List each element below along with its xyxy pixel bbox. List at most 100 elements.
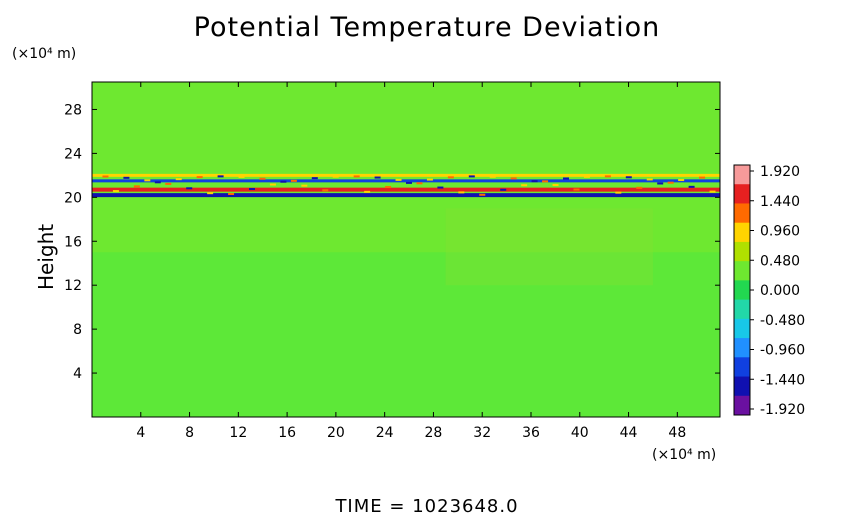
deviation-fragment bbox=[636, 186, 643, 189]
x-axis-unit: (×10⁴ m) bbox=[652, 447, 717, 463]
deviation-fragment bbox=[332, 175, 339, 178]
deviation-fragment bbox=[489, 175, 496, 178]
y-tick-label: 24 bbox=[64, 146, 82, 162]
deviation-fragment bbox=[594, 193, 601, 196]
deviation-fragment bbox=[290, 179, 297, 182]
lower-field-shading bbox=[92, 252, 720, 417]
colorbar-swatch bbox=[734, 299, 750, 320]
colorbar-swatch bbox=[734, 395, 750, 416]
deviation-fragment bbox=[531, 180, 538, 183]
y-tick-label: 20 bbox=[64, 190, 82, 206]
deviation-band bbox=[92, 193, 720, 198]
deviation-fragment bbox=[186, 187, 193, 190]
deviation-fragment bbox=[709, 190, 716, 193]
deviation-fragment bbox=[563, 177, 569, 180]
deviation-band bbox=[92, 187, 720, 192]
time-value: 1023648.0 bbox=[412, 496, 519, 517]
deviation-fragment bbox=[238, 175, 245, 178]
plot-area bbox=[91, 81, 721, 418]
deviation-fragment bbox=[688, 185, 695, 188]
deviation-fragment bbox=[395, 178, 402, 181]
colorbar-swatch bbox=[734, 376, 750, 397]
x-tick-label: 32 bbox=[473, 425, 491, 441]
x-tick-label: 24 bbox=[376, 425, 394, 441]
deviation-fragment bbox=[615, 191, 622, 194]
deviation-fragment bbox=[343, 194, 350, 197]
deviation-fragment bbox=[92, 195, 98, 198]
deviation-fragment bbox=[678, 179, 685, 182]
deviation-fragment bbox=[416, 182, 423, 185]
x-tick-label: 40 bbox=[571, 425, 589, 441]
deviation-fragment bbox=[646, 178, 653, 181]
deviation-fragment bbox=[510, 177, 517, 180]
colorbar-label: 0.960 bbox=[760, 224, 800, 240]
colorbar-label: -1.440 bbox=[760, 372, 805, 388]
colorbar-swatch bbox=[734, 184, 750, 204]
colorbar-swatch bbox=[734, 241, 750, 262]
deviation-fragment bbox=[583, 175, 590, 178]
deviation-fragment bbox=[207, 192, 214, 195]
deviation-fragment bbox=[301, 184, 308, 187]
colorbar-label: 1.920 bbox=[760, 164, 800, 180]
deviation-fragment bbox=[657, 182, 664, 185]
deviation-fragment bbox=[280, 180, 287, 183]
deviation-fragment bbox=[500, 188, 507, 191]
time-equals: = bbox=[389, 496, 406, 517]
deviation-fragment bbox=[123, 176, 130, 179]
colorbar-swatch bbox=[734, 261, 750, 281]
deviation-fragment bbox=[521, 184, 528, 187]
deviation-fragment bbox=[133, 185, 140, 188]
deviation-fragment bbox=[175, 178, 182, 181]
y-tick-label: 4 bbox=[73, 366, 82, 382]
y-tick-label: 28 bbox=[64, 102, 82, 118]
deviation-fragment bbox=[217, 175, 224, 178]
time-readout: TIME = 1023648.0 bbox=[0, 496, 854, 517]
colorbar: 1.920 1.440 0.960 0.480 0.000 -0.480 -0.960 -1.… bbox=[733, 164, 805, 418]
deviation-fragment bbox=[468, 175, 475, 178]
x-tick-label: 28 bbox=[425, 425, 443, 441]
deviation-fragment bbox=[573, 188, 580, 191]
x-tick-label: 4 bbox=[136, 425, 145, 441]
deviation-fragment bbox=[458, 191, 465, 194]
deviation-fragment bbox=[311, 177, 318, 180]
y-axis-unit: (×10⁴ m) bbox=[12, 46, 77, 62]
deviation-fragment bbox=[437, 186, 444, 189]
deviation-band bbox=[92, 173, 720, 177]
deviation-fragment bbox=[154, 181, 161, 184]
deviation-fragment bbox=[144, 179, 151, 182]
deviation-fragment bbox=[447, 176, 454, 179]
deviation-fragment bbox=[353, 175, 360, 178]
x-tick-label: 8 bbox=[185, 425, 194, 441]
deviation-fragment bbox=[552, 183, 559, 186]
deviation-fragment bbox=[364, 190, 371, 193]
x-tick-label: 20 bbox=[327, 425, 345, 441]
deviation-fragment bbox=[542, 180, 549, 183]
colorbar-swatch bbox=[734, 222, 750, 243]
deviation-fragment bbox=[374, 176, 381, 179]
colorbar-label: 1.440 bbox=[760, 194, 800, 210]
x-tick-label: 44 bbox=[620, 425, 638, 441]
deviation-fragment bbox=[699, 176, 706, 179]
deviation-fragment bbox=[249, 188, 255, 191]
deviation-fragment bbox=[112, 190, 119, 193]
colorbar-label: 0.000 bbox=[760, 283, 800, 299]
x-axis-ticks: 4 8 12 16 20 24 28 32 36 40 44 48 bbox=[136, 82, 686, 441]
deviation-fragment bbox=[479, 193, 486, 196]
x-tick-label: 48 bbox=[668, 425, 686, 441]
colorbar-label: -0.960 bbox=[760, 343, 805, 359]
chart-title: Potential Temperature Deviation bbox=[193, 12, 661, 43]
plot-background bbox=[92, 82, 720, 417]
deviation-fragment bbox=[625, 176, 632, 179]
deviation-fragment bbox=[165, 182, 172, 185]
deviation-fragment bbox=[269, 183, 276, 186]
deviation-fragment bbox=[196, 176, 203, 179]
colorbar-label: -1.920 bbox=[760, 402, 805, 418]
colorbar-swatch bbox=[734, 165, 750, 185]
y-axis-ticks: 4 8 12 16 20 24 28 bbox=[64, 102, 720, 382]
x-tick-label: 36 bbox=[522, 425, 540, 441]
positive-anomaly-patch bbox=[445, 208, 653, 286]
deviation-fragment bbox=[406, 181, 412, 184]
deviation-fragment bbox=[604, 175, 611, 178]
deviation-fragment bbox=[259, 177, 266, 180]
deviation-band bbox=[92, 179, 720, 183]
